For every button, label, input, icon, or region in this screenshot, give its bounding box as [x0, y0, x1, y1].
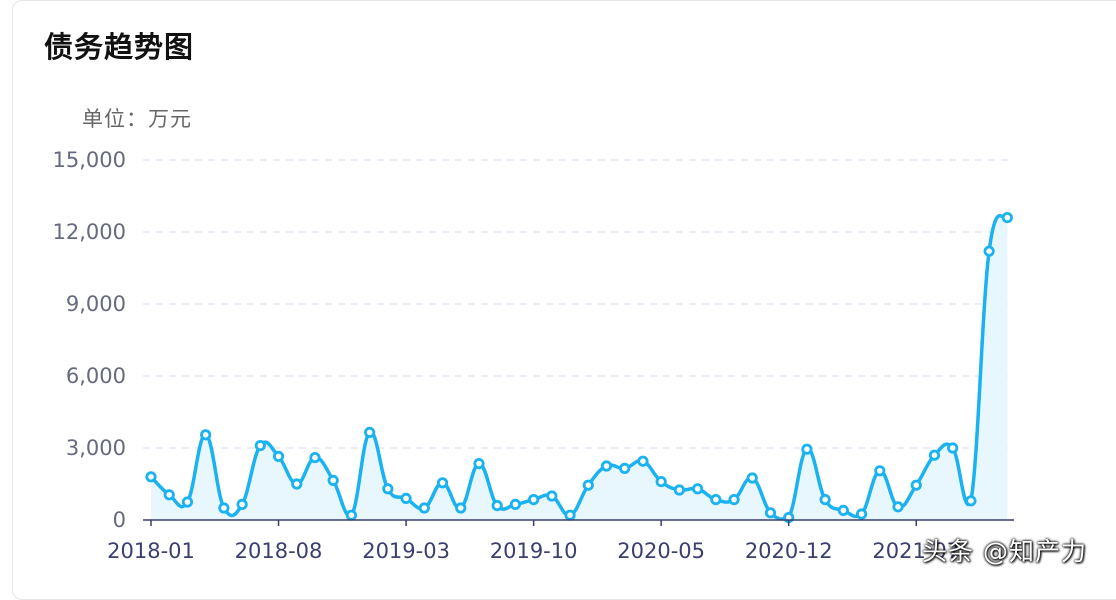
x-tick-label: 2019-10	[490, 539, 578, 563]
y-axis-ticks: 0 3,000 6,000 9,000 12,000 15,000	[53, 148, 126, 532]
data-point[interactable]	[983, 245, 995, 257]
x-tick-label: 2020-05	[617, 539, 705, 563]
data-point[interactable]	[928, 449, 941, 461]
y-tick-label: 9,000	[66, 292, 126, 316]
data-point[interactable]	[200, 429, 212, 441]
data-point[interactable]	[436, 477, 449, 489]
data-point[interactable]	[910, 479, 922, 491]
data-points	[145, 212, 1013, 524]
data-point[interactable]	[455, 502, 467, 514]
data-point[interactable]	[528, 493, 540, 506]
x-tick-label: 2018-01	[107, 539, 195, 563]
data-point[interactable]	[509, 498, 522, 510]
area-fill	[151, 215, 1008, 520]
data-point[interactable]	[801, 443, 813, 455]
data-point[interactable]	[254, 439, 266, 452]
data-point[interactable]	[1001, 212, 1013, 224]
area-shape	[151, 215, 1008, 520]
data-point[interactable]	[473, 457, 485, 470]
data-point[interactable]	[619, 462, 631, 474]
data-point[interactable]	[874, 465, 886, 477]
y-tick-label: 15,000	[53, 148, 126, 172]
data-point[interactable]	[364, 426, 376, 438]
x-tick-label: 2018-08	[235, 539, 323, 563]
data-point[interactable]	[272, 450, 285, 462]
x-tick-label: 2020-12	[745, 539, 833, 563]
y-tick-label: 3,000	[66, 436, 126, 460]
data-point[interactable]	[564, 509, 576, 521]
data-point[interactable]	[327, 474, 339, 486]
data-point[interactable]	[965, 495, 977, 507]
data-point[interactable]	[691, 483, 704, 495]
data-point[interactable]	[819, 493, 831, 506]
data-point[interactable]	[746, 472, 758, 484]
data-point[interactable]	[418, 502, 430, 514]
data-point[interactable]	[892, 501, 904, 513]
y-tick-label: 12,000	[53, 220, 126, 244]
data-point[interactable]	[491, 499, 503, 512]
data-point[interactable]	[309, 451, 321, 464]
data-point[interactable]	[382, 483, 394, 495]
data-point[interactable]	[163, 489, 175, 501]
unit-label: 单位：万元	[82, 107, 192, 131]
data-point[interactable]	[546, 490, 558, 502]
y-tick-label: 0	[113, 508, 126, 532]
data-point[interactable]	[947, 442, 959, 454]
y-tick-label: 6,000	[66, 364, 126, 388]
data-point[interactable]	[764, 507, 777, 519]
data-point[interactable]	[236, 498, 248, 510]
grid-lines	[143, 159, 1014, 449]
data-point[interactable]	[582, 479, 594, 491]
data-point[interactable]	[218, 502, 230, 514]
data-point[interactable]	[710, 493, 722, 506]
data-point[interactable]	[655, 475, 667, 488]
x-tick-label: 2019-03	[362, 539, 450, 563]
data-point[interactable]	[600, 460, 613, 472]
data-point[interactable]	[400, 492, 412, 504]
data-point[interactable]	[637, 455, 649, 467]
x-axis-ticks: 2018-01 2018-08 2019-03 2019-10 2020-05 2020-…	[107, 520, 960, 563]
data-point[interactable]	[837, 504, 849, 516]
data-point[interactable]	[673, 484, 685, 496]
chart-title: 债务趋势图	[44, 30, 195, 64]
data-point[interactable]	[855, 508, 868, 520]
data-point[interactable]	[145, 471, 157, 483]
data-point[interactable]	[181, 496, 194, 508]
data-point[interactable]	[728, 493, 740, 506]
data-point[interactable]	[291, 478, 303, 490]
x-tick-label: 2021-07	[872, 539, 960, 563]
watermark: 头条 @知产力	[922, 537, 1087, 566]
data-point[interactable]	[345, 509, 358, 521]
